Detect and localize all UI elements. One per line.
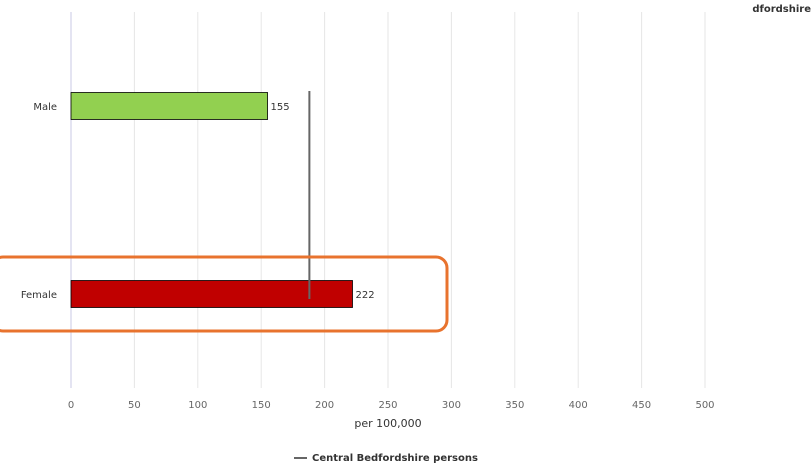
data-label: 222: [355, 290, 374, 301]
category-label: Male: [33, 102, 57, 113]
x-tick-label: 50: [128, 400, 141, 411]
x-tick-label: 100: [188, 400, 207, 411]
bars: [70, 92, 353, 308]
gridlines: [70, 12, 706, 388]
legend-label: Central Bedfordshire persons: [312, 453, 478, 464]
chart-title: dfordshire: [752, 4, 811, 15]
highlight-outline: [0, 255, 449, 333]
x-tick-label: 200: [315, 400, 334, 411]
highlight-box: [0, 255, 449, 333]
legend[interactable]: Central Bedfordshire persons: [294, 453, 478, 464]
x-tick-label: 450: [632, 400, 651, 411]
x-tick-label: 150: [252, 400, 271, 411]
x-axis-title: per 100,000: [354, 417, 421, 430]
x-tick-label: 0: [68, 400, 74, 411]
bar-male[interactable]: [70, 92, 268, 120]
category-labels: Male Female: [21, 102, 57, 301]
category-label: Female: [21, 290, 57, 301]
data-labels: 155 222: [271, 102, 375, 301]
x-axis-ticks: 0 50 100 150 200 250 300 350 400 450 500: [68, 400, 715, 411]
x-tick-label: 250: [378, 400, 397, 411]
data-label: 155: [271, 102, 290, 113]
x-tick-label: 300: [442, 400, 461, 411]
bar-female[interactable]: [70, 280, 353, 308]
x-tick-label: 350: [505, 400, 524, 411]
x-tick-label: 500: [695, 400, 714, 411]
x-tick-label: 400: [569, 400, 588, 411]
